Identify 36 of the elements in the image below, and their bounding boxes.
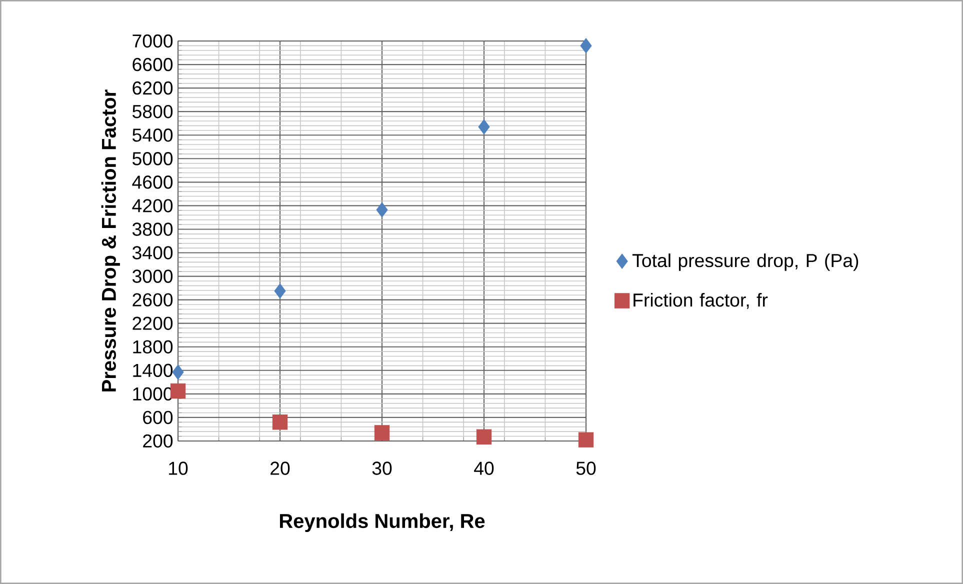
y-tick-label: 5400 — [132, 128, 173, 142]
x-tick-label: 20 — [270, 462, 290, 475]
point — [580, 38, 592, 54]
point — [272, 414, 288, 430]
y-tick-label: 200 — [143, 434, 173, 448]
point — [170, 383, 186, 399]
y-tick-label: 4600 — [132, 176, 173, 189]
x-tick-label: 40 — [474, 462, 494, 475]
y-tick-label: 1400 — [133, 364, 173, 378]
y-tick-label: 7000 — [132, 34, 173, 48]
point — [478, 119, 490, 134]
y-tick-label: 1800 — [133, 340, 173, 354]
legend-label: Friction factor, fr — [634, 292, 768, 309]
y-tick-label: 6200 — [132, 81, 173, 95]
y-tick-label: 6600 — [132, 58, 173, 72]
y-tick-label: 4200 — [132, 199, 173, 212]
y-tick-label: 3000 — [132, 270, 173, 283]
point — [374, 425, 390, 440]
y-tick-label: 5800 — [132, 104, 173, 118]
x-tick-label: 10 — [169, 462, 188, 475]
point — [274, 283, 286, 299]
point — [172, 364, 184, 380]
y-tick-label: 2200 — [132, 316, 173, 330]
y-tick-label: 3800 — [132, 222, 173, 236]
point — [376, 202, 388, 218]
y-tick-label: 2600 — [132, 293, 173, 306]
x-tick-label: 50 — [576, 462, 596, 475]
point — [578, 432, 594, 448]
y-tick-label: 600 — [143, 410, 173, 424]
point — [476, 429, 492, 444]
x-axis-title: Reynolds Number, Re — [280, 513, 485, 532]
y-tick-label: 3400 — [132, 246, 173, 260]
y-tick-label: 5000 — [132, 152, 173, 166]
x-tick-label: 30 — [372, 462, 392, 475]
y-axis-title: Pressure Drop & Friction Factor — [101, 90, 120, 392]
legend-label: Total pressure drop, P (Pa) — [632, 253, 858, 271]
